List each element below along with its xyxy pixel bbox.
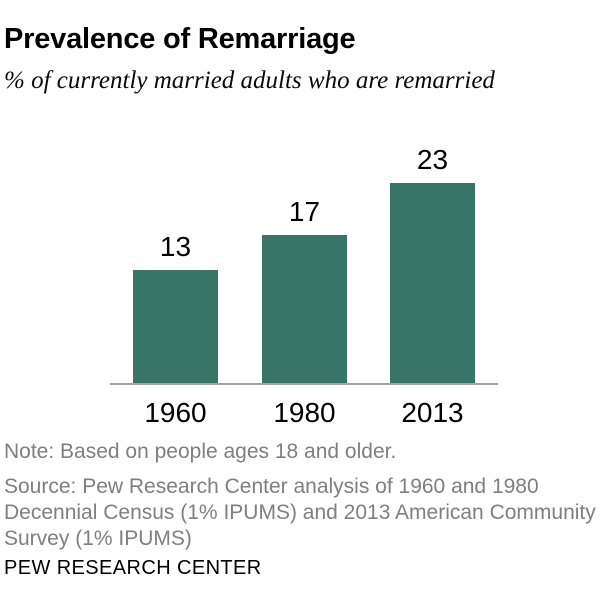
chart-title: Prevalence of Remarriage <box>4 23 356 55</box>
bar-2013 <box>390 183 475 383</box>
source-text: Source: Pew Research Center analysis of … <box>4 474 596 552</box>
x-tick-label: 1980 <box>273 397 336 428</box>
bar-1980 <box>262 235 347 383</box>
chart-subtitle: % of currently married adults who are re… <box>4 67 495 94</box>
bar-value-label: 17 <box>288 196 321 227</box>
note-text: Note: Based on people ages 18 and older. <box>4 440 397 463</box>
x-tick-label: 2013 <box>401 397 464 428</box>
source-line: Decennial Census (1% IPUMS) and 2013 Ame… <box>4 501 596 524</box>
branding-pew-research-center: PEW RESEARCH CENTER <box>4 557 262 579</box>
bar-value-label: 13 <box>159 231 192 262</box>
x-tick-label: 1960 <box>144 397 207 428</box>
bar-1960 <box>133 270 218 383</box>
source-line: Survey (1% IPUMS) <box>4 527 192 550</box>
bar-value-label: 23 <box>416 144 449 175</box>
source-line: Source: Pew Research Center analysis of … <box>4 475 539 498</box>
x-axis-baseline <box>110 383 498 385</box>
